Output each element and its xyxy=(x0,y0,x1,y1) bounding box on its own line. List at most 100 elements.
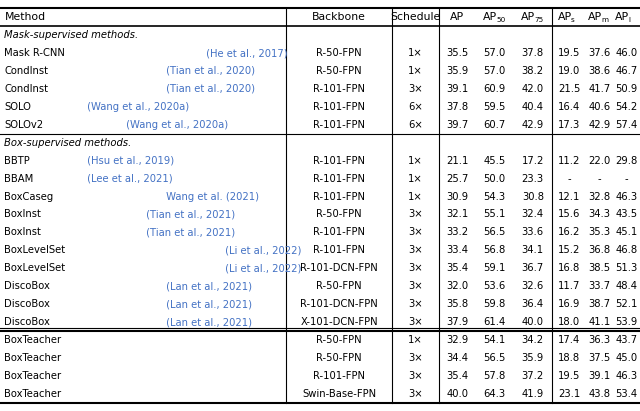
Text: CondInst: CondInst xyxy=(4,84,49,94)
Text: 64.3: 64.3 xyxy=(484,389,506,399)
Text: 46.0: 46.0 xyxy=(616,48,637,58)
Text: DiscoBox: DiscoBox xyxy=(4,281,51,291)
Text: 39.1: 39.1 xyxy=(589,371,611,381)
Text: 12.1: 12.1 xyxy=(558,192,580,201)
Text: 45.5: 45.5 xyxy=(484,156,506,166)
Text: 3×: 3× xyxy=(408,389,423,399)
Text: 57.0: 57.0 xyxy=(484,66,506,76)
Text: 21.1: 21.1 xyxy=(446,156,468,166)
Text: 37.8: 37.8 xyxy=(522,48,544,58)
Text: 41.1: 41.1 xyxy=(589,317,611,327)
Text: 53.4: 53.4 xyxy=(616,389,637,399)
Text: 45.1: 45.1 xyxy=(616,227,637,238)
Text: BoxLevelSet: BoxLevelSet xyxy=(4,245,66,255)
Text: Method: Method xyxy=(4,12,45,22)
Text: -: - xyxy=(625,173,628,184)
Text: 42.0: 42.0 xyxy=(522,84,544,94)
Text: 41.9: 41.9 xyxy=(522,389,544,399)
Text: 16.2: 16.2 xyxy=(558,227,580,238)
Text: R-101-FPN: R-101-FPN xyxy=(313,371,365,381)
Text: 34.3: 34.3 xyxy=(589,210,611,219)
Text: R-101-FPN: R-101-FPN xyxy=(313,120,365,130)
Text: 50.9: 50.9 xyxy=(616,84,637,94)
Text: X-101-DCN-FPN: X-101-DCN-FPN xyxy=(300,317,378,327)
Text: 35.4: 35.4 xyxy=(446,263,468,273)
Text: R-50-FPN: R-50-FPN xyxy=(316,335,362,345)
Text: 57.8: 57.8 xyxy=(484,371,506,381)
Text: SOLOv2: SOLOv2 xyxy=(4,120,44,130)
Text: Backbone: Backbone xyxy=(312,12,366,22)
Text: (Wang et al., 2020a): (Wang et al., 2020a) xyxy=(124,120,228,130)
Text: (Lan et al., 2021): (Lan et al., 2021) xyxy=(163,299,252,309)
Text: (Tian et al., 2020): (Tian et al., 2020) xyxy=(163,66,255,76)
Text: 36.3: 36.3 xyxy=(589,335,611,345)
Text: 56.5: 56.5 xyxy=(484,227,506,238)
Text: 46.7: 46.7 xyxy=(616,66,637,76)
Text: BoxTeacher: BoxTeacher xyxy=(4,353,61,363)
Text: 17.4: 17.4 xyxy=(558,335,580,345)
Text: 46.8: 46.8 xyxy=(616,245,637,255)
Text: 54.3: 54.3 xyxy=(484,192,506,201)
Text: 3×: 3× xyxy=(408,84,423,94)
Text: 55.1: 55.1 xyxy=(484,210,506,219)
Text: 11.2: 11.2 xyxy=(558,156,580,166)
Text: R-101-FPN: R-101-FPN xyxy=(313,245,365,255)
Text: 42.9: 42.9 xyxy=(522,120,544,130)
Text: 33.2: 33.2 xyxy=(446,227,468,238)
Text: BBAM: BBAM xyxy=(4,173,34,184)
Text: 60.7: 60.7 xyxy=(484,120,506,130)
Text: 33.4: 33.4 xyxy=(446,245,468,255)
Text: SOLO: SOLO xyxy=(4,102,31,112)
Text: 1×: 1× xyxy=(408,48,423,58)
Text: 57.4: 57.4 xyxy=(616,120,637,130)
Text: Mask R-CNN: Mask R-CNN xyxy=(4,48,65,58)
Text: 35.8: 35.8 xyxy=(446,299,468,309)
Text: R-50-FPN: R-50-FPN xyxy=(316,353,362,363)
Text: R-50-FPN: R-50-FPN xyxy=(316,281,362,291)
Text: 1×: 1× xyxy=(408,66,423,76)
Text: (Tian et al., 2021): (Tian et al., 2021) xyxy=(143,210,236,219)
Text: (Wang et al., 2020a): (Wang et al., 2020a) xyxy=(84,102,189,112)
Text: BBTP: BBTP xyxy=(4,156,30,166)
Text: 18.8: 18.8 xyxy=(558,353,580,363)
Text: 38.5: 38.5 xyxy=(589,263,611,273)
Text: 43.5: 43.5 xyxy=(616,210,637,219)
Text: 3×: 3× xyxy=(408,227,423,238)
Text: -: - xyxy=(598,173,602,184)
Text: 35.4: 35.4 xyxy=(446,371,468,381)
Text: 60.9: 60.9 xyxy=(484,84,506,94)
Text: 34.4: 34.4 xyxy=(446,353,468,363)
Text: BoxInst: BoxInst xyxy=(4,210,42,219)
Text: 75: 75 xyxy=(535,17,544,23)
Text: 32.4: 32.4 xyxy=(522,210,544,219)
Text: (Li et al., 2022): (Li et al., 2022) xyxy=(223,245,302,255)
Text: 32.9: 32.9 xyxy=(446,335,468,345)
Text: l: l xyxy=(628,17,630,23)
Text: AP: AP xyxy=(450,12,465,22)
Text: 45.0: 45.0 xyxy=(616,353,637,363)
Text: 39.7: 39.7 xyxy=(446,120,468,130)
Text: R-101-FPN: R-101-FPN xyxy=(313,156,365,166)
Text: (Tian et al., 2020): (Tian et al., 2020) xyxy=(163,84,255,94)
Text: Wang et al. (2021): Wang et al. (2021) xyxy=(163,192,259,201)
Text: 32.0: 32.0 xyxy=(446,281,468,291)
Text: 17.2: 17.2 xyxy=(522,156,544,166)
Text: DiscoBox: DiscoBox xyxy=(4,299,51,309)
Text: AP: AP xyxy=(557,12,572,22)
Text: 36.8: 36.8 xyxy=(589,245,611,255)
Text: R-50-FPN: R-50-FPN xyxy=(316,210,362,219)
Text: 38.2: 38.2 xyxy=(522,66,544,76)
Text: BoxTeacher: BoxTeacher xyxy=(4,389,61,399)
Text: 50.0: 50.0 xyxy=(484,173,506,184)
Text: 6×: 6× xyxy=(408,102,423,112)
Text: 11.7: 11.7 xyxy=(558,281,580,291)
Text: AP: AP xyxy=(521,12,536,22)
Text: 22.0: 22.0 xyxy=(589,156,611,166)
Text: 23.1: 23.1 xyxy=(558,389,580,399)
Text: 39.1: 39.1 xyxy=(446,84,468,94)
Text: 52.1: 52.1 xyxy=(616,299,637,309)
Text: 29.8: 29.8 xyxy=(616,156,637,166)
Text: 25.7: 25.7 xyxy=(446,173,468,184)
Text: 42.9: 42.9 xyxy=(589,120,611,130)
Text: 33.6: 33.6 xyxy=(522,227,544,238)
